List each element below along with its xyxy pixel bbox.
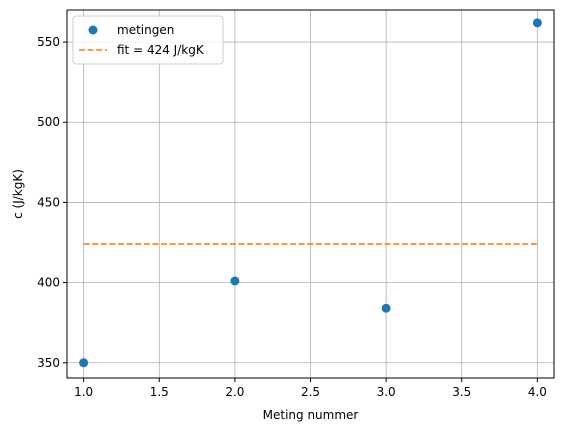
x-tick-label: 1.5: [150, 385, 169, 399]
data-point: [79, 358, 89, 368]
x-tick-label: 2.0: [225, 385, 244, 399]
legend-label: metingen: [117, 23, 174, 37]
legend-box: [72, 15, 224, 65]
legend-swatch-marker: [88, 25, 98, 35]
data-point: [381, 303, 391, 313]
y-axis-label: c (J/kgK): [11, 169, 25, 219]
y-tick-label: 550: [37, 35, 60, 49]
y-tick-label: 450: [37, 195, 60, 209]
data-point: [532, 18, 542, 28]
y-tick-label: 400: [37, 276, 60, 290]
legend: metingen fit = 424 J/kgK: [72, 15, 224, 65]
legend-label: fit = 424 J/kgK: [117, 43, 205, 57]
data-point: [230, 276, 240, 286]
x-tick-label: 3.5: [452, 385, 471, 399]
x-axis-label: Meting nummer: [263, 408, 359, 422]
grid: [67, 10, 554, 378]
y-tick-label: 350: [37, 356, 60, 370]
x-tick-label: 2.5: [301, 385, 320, 399]
y-tick-label: 500: [37, 115, 60, 129]
ticks: 1.0 1.5 2.0 2.5 3.0 3.5 4.0 350 400 450 500 550: [37, 35, 547, 399]
x-tick-label: 3.0: [377, 385, 396, 399]
x-tick-label: 4.0: [528, 385, 547, 399]
series-layer: [79, 18, 542, 368]
x-tick-label: 1.0: [74, 385, 93, 399]
